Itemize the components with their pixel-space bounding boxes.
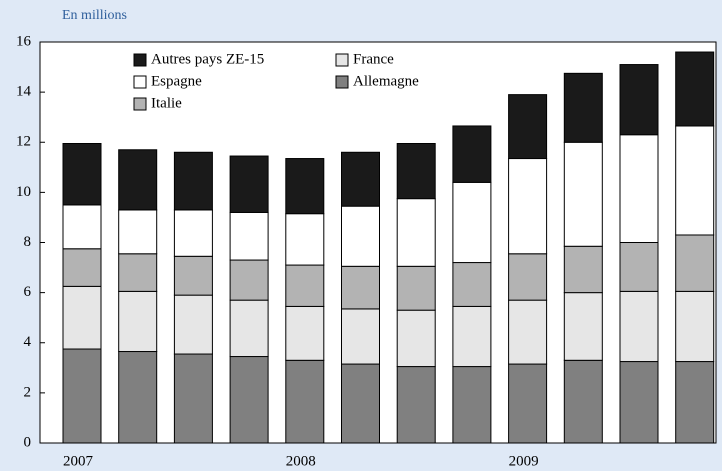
bar-segment [229, 259, 269, 301]
legend-swatch [335, 75, 349, 89]
bar-segment [396, 143, 436, 200]
y-tick-label: 12 [16, 134, 31, 150]
legend-label: Autres pays ZE-15 [151, 51, 264, 67]
legend-swatch [133, 53, 147, 67]
bar-segment [62, 204, 102, 250]
bar-segment [285, 158, 325, 215]
bar-segment [675, 51, 715, 127]
legend-swatch [133, 97, 147, 111]
bar-segment [285, 213, 325, 266]
bar-segment [229, 155, 269, 213]
chart-title: En millions [62, 8, 127, 23]
bar-segment [285, 264, 325, 307]
x-tick-label: 2008 [286, 453, 316, 469]
bar-segment [508, 363, 548, 444]
bar-segment [229, 211, 269, 261]
bar-segment [452, 262, 492, 307]
legend-label: Italie [151, 95, 182, 111]
bar-segment [396, 309, 436, 368]
legend-swatch [335, 53, 349, 67]
bar-segment [285, 359, 325, 444]
bar-segment [508, 253, 548, 301]
bar-segment [173, 353, 213, 444]
bar-segment [173, 151, 213, 211]
bar-segment [173, 255, 213, 296]
bar-segment [508, 94, 548, 160]
bar-segment [341, 363, 380, 444]
bar-segment [563, 72, 603, 143]
bar-segment [173, 209, 213, 257]
y-tick-label: 2 [24, 384, 32, 400]
bar-segment [118, 149, 158, 211]
legend-label: Allemagne [353, 73, 419, 89]
bar-segment [285, 305, 325, 361]
bar-segment [62, 348, 102, 444]
bar-segment [118, 351, 158, 444]
legend-label: Espagne [151, 73, 202, 89]
bar-segment [341, 205, 380, 267]
bar-segment [173, 294, 213, 355]
y-tick-label: 8 [24, 234, 32, 250]
legend-swatch [133, 75, 147, 89]
bar-segment [563, 141, 603, 247]
bar-segment [675, 234, 715, 292]
y-tick-label: 16 [16, 33, 32, 49]
bar-segment [452, 125, 492, 183]
y-tick-label: 0 [24, 434, 32, 450]
bar-segment [118, 290, 158, 353]
bar-segment [675, 361, 715, 444]
bar-segment [62, 248, 102, 287]
bar-segment [396, 366, 436, 444]
legend-label: France [353, 51, 394, 67]
bar-segment [396, 265, 436, 311]
bar-segment [675, 125, 715, 236]
bar-segment [619, 361, 659, 444]
bar-segment [229, 299, 269, 358]
bar-segment [341, 151, 380, 207]
bar-segment [508, 158, 548, 255]
bar-segment [452, 305, 492, 368]
bar-segment [508, 299, 548, 365]
bar-segment [619, 64, 659, 136]
bar-segment [396, 198, 436, 267]
bar-segment [341, 308, 380, 365]
bar-segment [452, 181, 492, 264]
bar-segment [563, 359, 603, 444]
y-tick-label: 10 [16, 184, 31, 200]
y-tick-label: 6 [24, 284, 32, 300]
bar-segment [619, 290, 659, 363]
x-tick-label: 2009 [509, 453, 539, 469]
x-tick-label: 2007 [63, 453, 94, 469]
bar-segment [62, 285, 102, 350]
bar-segment [118, 209, 158, 255]
y-tick-label: 14 [16, 84, 32, 100]
bar-segment [563, 292, 603, 361]
bar-segment [452, 366, 492, 444]
bar-segment [62, 143, 102, 206]
bar-segment [229, 356, 269, 444]
bar-segment [118, 253, 158, 292]
bar-segment [563, 245, 603, 294]
bar-segment [619, 242, 659, 292]
bar-segment [341, 265, 380, 310]
y-tick-label: 4 [24, 334, 32, 350]
bar-segment [675, 290, 715, 363]
bar-segment [619, 134, 659, 243]
